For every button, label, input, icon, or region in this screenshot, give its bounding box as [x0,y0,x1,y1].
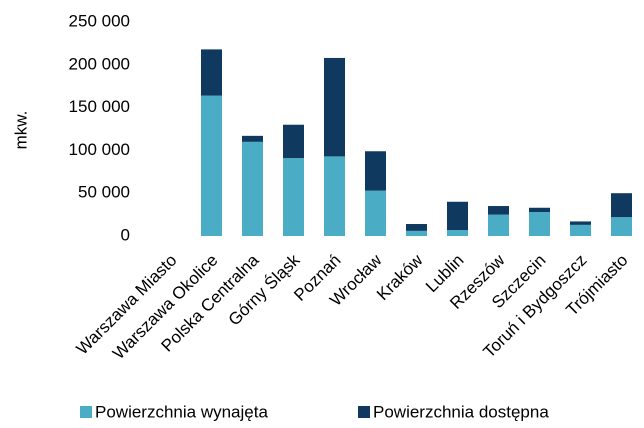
y-tick-label: 200 000 [69,54,130,73]
bar-segment [611,193,632,218]
x-tick-label: Kraków [373,250,427,304]
bar-segment [529,212,550,236]
legend-label: Powierzchnia dostępna [373,402,549,421]
y-tick-label: 150 000 [69,97,130,116]
bar-segment [488,214,509,236]
bar-segment [242,135,263,142]
y-axis-label: mkw. [11,111,30,150]
bar-segment [242,141,263,236]
bar-segment [283,124,304,159]
y-tick-label: 50 000 [78,183,130,202]
bar-segment [611,217,632,236]
bar-segment [406,230,427,236]
y-tick-label: 100 000 [69,140,130,159]
bar-segment [201,49,222,96]
bar-segment [529,207,550,213]
bar-segment [365,190,386,236]
bar-segment [570,221,591,225]
bar-segment [365,151,386,191]
y-tick-label: 0 [121,225,130,244]
y-tick-label: 250 000 [69,11,130,30]
bar-segment [488,206,509,215]
bar-segment [283,158,304,236]
bar-segment [570,224,591,236]
bar-segment [447,201,468,231]
bar-segment [201,95,222,236]
bar-segment [406,224,427,231]
legend-label: Powierzchnia wynajęta [95,402,268,421]
bar-segment [447,230,468,236]
bar-segment [324,57,345,157]
bar-segment [324,156,345,236]
legend-swatch [80,406,92,418]
legend-swatch [358,406,370,418]
